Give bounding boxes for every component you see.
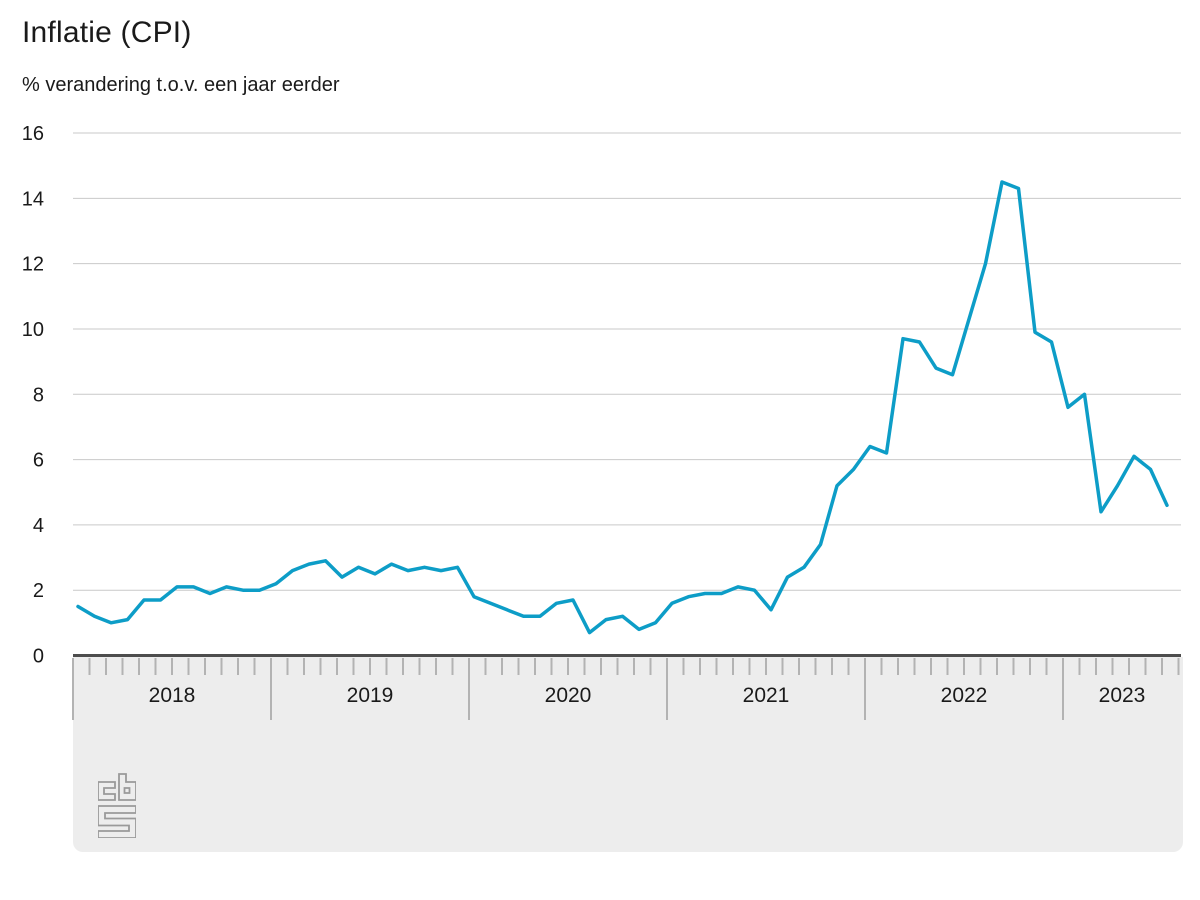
- x-axis-year-label: 2020: [545, 684, 592, 707]
- y-axis-tick-label: 4: [33, 515, 44, 537]
- cbs-logo-letter-b-hole: [123, 787, 131, 794]
- y-axis-tick-label: 2: [33, 580, 44, 602]
- cbs-logo-icon: [98, 773, 136, 838]
- cbs-logo-letter-c: [98, 781, 116, 801]
- y-axis-tick-label: 8: [33, 384, 44, 406]
- x-axis-year-label: 2018: [149, 684, 196, 707]
- x-axis-year-label: 2023: [1099, 684, 1146, 707]
- y-axis-tick-label: 0: [33, 646, 44, 668]
- x-axis-year-label: 2019: [347, 684, 394, 707]
- cbs-logo-letter-s: [98, 805, 136, 838]
- y-axis-tick-label: 6: [33, 450, 44, 472]
- y-axis-tick-label: 10: [22, 319, 44, 341]
- cbs-logo-letter-b: [118, 773, 136, 801]
- x-axis-year-label: 2022: [941, 684, 988, 707]
- y-axis-tick-label: 16: [22, 123, 44, 145]
- x-axis-year-label: 2021: [743, 684, 790, 707]
- y-axis-tick-label: 14: [22, 188, 44, 210]
- chart-subtitle: % verandering t.o.v. een jaar eerder: [22, 74, 340, 96]
- cpi-data-line: [76, 180, 1169, 635]
- x-axis-band: [73, 657, 1183, 852]
- y-axis-tick-label: 12: [22, 254, 44, 276]
- chart-title: Inflatie (CPI): [22, 16, 192, 49]
